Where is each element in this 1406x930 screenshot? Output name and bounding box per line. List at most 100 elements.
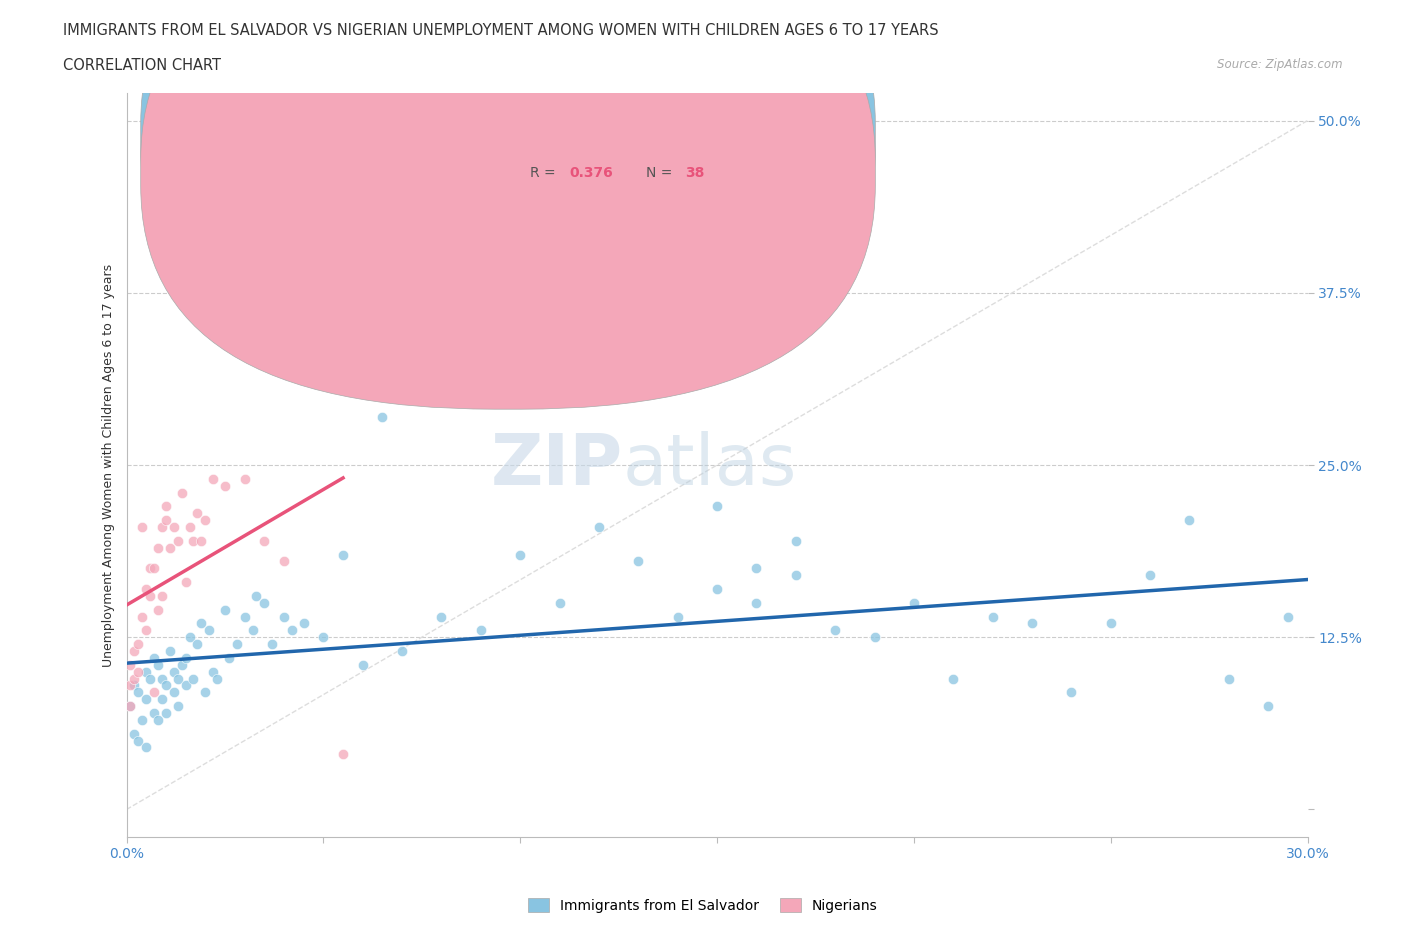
Point [202,664,225,679]
Point [205,671,228,686]
Point [785,568,807,583]
Point [233,472,256,486]
Point [824,623,846,638]
Point [352,658,374,672]
Point [150,671,173,686]
Legend: Immigrants from El Salvador, Nigerians: Immigrants from El Salvador, Nigerians [523,893,883,919]
Point [166,698,188,713]
Point [1060,684,1083,699]
Point [1218,671,1240,686]
Point [190,533,212,548]
Text: Source: ZipAtlas.com: Source: ZipAtlas.com [1218,58,1343,71]
FancyBboxPatch shape [141,0,876,373]
Point [127,637,149,652]
Point [273,554,295,569]
Point [127,733,149,748]
Point [146,540,169,555]
Point [131,520,153,535]
Point [124,644,146,658]
Point [194,512,217,527]
Text: N =: N = [647,166,676,179]
Point [163,684,186,699]
Point [214,478,236,493]
Point [124,678,146,693]
Point [194,684,217,699]
Point [509,547,531,562]
Point [627,554,650,569]
Point [470,623,492,638]
Text: 0.376: 0.376 [569,166,613,179]
Point [1021,616,1043,631]
Point [174,575,197,590]
Point [127,684,149,699]
Text: R =: R = [530,166,561,179]
Point [198,623,221,638]
Text: R =: R = [530,129,561,143]
Point [262,637,284,652]
Point [159,540,181,555]
Point [981,609,1004,624]
Point [903,595,925,610]
Point [253,595,276,610]
Point [863,630,886,644]
Point [135,740,157,755]
Point [146,712,169,727]
Point [135,623,157,638]
Point [371,409,394,424]
Point [127,664,149,679]
Point [166,533,188,548]
Point [120,678,142,693]
Point [1099,616,1122,631]
Point [155,678,177,693]
Point [163,664,186,679]
Point [150,589,173,604]
Text: ZIP: ZIP [491,431,623,499]
Point [170,658,193,672]
Point [139,561,162,576]
Text: 38: 38 [685,166,704,179]
Point [1277,609,1299,624]
Point [391,644,413,658]
Point [666,609,689,624]
Point [155,498,177,513]
Point [430,609,453,624]
Point [143,706,166,721]
Point [706,581,728,596]
Point [150,520,173,535]
Point [785,533,807,548]
Point [155,706,177,721]
Text: 75: 75 [685,129,704,143]
Point [548,595,571,610]
Point [146,603,169,618]
Point [281,623,304,638]
Point [706,498,728,513]
Point [143,561,166,576]
Point [588,520,610,535]
Text: IMMIGRANTS FROM EL SALVADOR VS NIGERIAN UNEMPLOYMENT AMONG WOMEN WITH CHILDREN A: IMMIGRANTS FROM EL SALVADOR VS NIGERIAN … [63,23,939,38]
Point [131,712,153,727]
Point [253,533,276,548]
Point [225,637,247,652]
Point [1139,568,1161,583]
Point [186,637,208,652]
Text: 0.123: 0.123 [569,129,613,143]
Point [135,664,157,679]
Point [131,609,153,624]
Point [942,671,965,686]
Point [124,726,146,741]
Point [183,533,205,548]
Point [183,671,205,686]
Point [1257,698,1279,713]
Point [135,581,157,596]
Y-axis label: Unemployment Among Women with Children Ages 6 to 17 years: Unemployment Among Women with Children A… [103,263,115,667]
Point [150,692,173,707]
Text: N =: N = [647,129,676,143]
Point [124,671,146,686]
Point [745,561,768,576]
Point [174,650,197,665]
Point [214,603,236,618]
Point [163,520,186,535]
Point [242,623,264,638]
FancyBboxPatch shape [475,108,794,205]
Point [174,678,197,693]
